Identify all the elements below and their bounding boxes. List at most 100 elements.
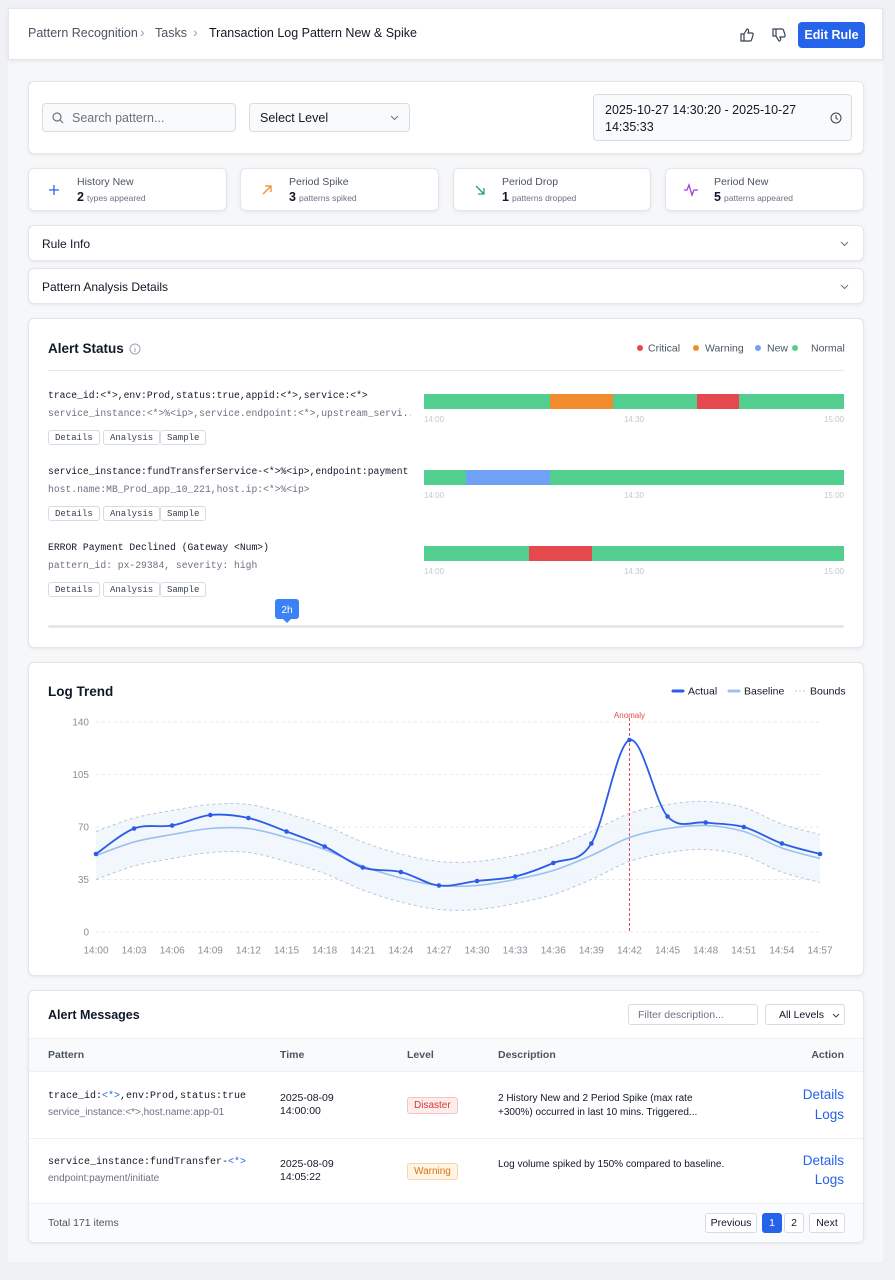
breadcrumb-link[interactable]: Pattern Recognition [28,26,138,40]
timeline-segment [424,546,529,561]
legend-label: Critical [648,343,680,355]
pattern-subtext: pattern_id: px-29384, severity: high [48,560,258,571]
total-items: Total 171 items [48,1217,119,1229]
clock-icon [830,112,842,124]
timeline-segment [592,546,844,561]
level-filter[interactable]: All Levels [765,1004,845,1025]
pattern-action[interactable]: Details [48,582,100,597]
stat-count: 1 [502,190,509,204]
legend-label: Warning [705,343,744,355]
date-range-picker[interactable]: 2025-10-27 14:30:20 - 2025-10-27 14:35:3… [593,94,852,141]
data-point [550,860,556,866]
legend-label: Actual [688,686,717,698]
thumbs-down[interactable] [771,27,787,43]
series-line [95,739,821,887]
x-tick-label: 14:12 [236,946,261,957]
row-action[interactable]: Details [802,1152,844,1168]
series-line [95,824,821,888]
data-point [284,829,289,834]
stat-icon [262,185,272,195]
stat-title: History New [77,176,134,188]
pattern-part: ,env:Prod,status:true [120,1091,247,1102]
x-tick-label: 14:18 [312,946,337,957]
legend-dot [792,345,798,351]
x-tick-label: 14:45 [655,946,680,957]
x-tick-label: 14:15 [274,946,299,957]
page-number[interactable]: 1 [762,1213,782,1233]
range-badge: 2h [281,605,292,616]
pattern-action[interactable]: Sample [160,582,207,597]
search-input[interactable]: Search pattern... [42,103,236,132]
pattern-part: trace_id: [48,1091,103,1102]
page-prev[interactable]: Previous [705,1213,757,1233]
timeline-tick-label: 15:00 [824,415,845,424]
card-title: Log Trend [48,684,114,699]
time-cell: 2025-08-09 [280,1157,334,1170]
y-tick-label: 70 [78,823,90,834]
time-cell: 2025-08-09 [280,1092,334,1104]
chevron [840,241,849,247]
timeline-tick-label: 14:30 [624,491,645,500]
pattern-sub: service_instance:<*>,host.name:app-01 [48,1107,225,1118]
pattern-action[interactable]: Sample [160,506,207,521]
x-tick-label: 14:57 [807,946,832,957]
x-tick-label: 14:42 [617,946,642,957]
thumbs-up[interactable] [739,27,755,43]
pattern-subtext: service_instance:<*>%<ip>,service.endpoi… [48,408,411,419]
pattern-action[interactable]: Sample [160,430,207,445]
column-header: Time [280,1049,305,1061]
timeline-segment [613,394,697,409]
search-placeholder: Search pattern... [72,111,165,125]
time-cell: 14:00:00 [280,1105,321,1117]
x-tick-label: 14:06 [160,946,185,957]
data-point [169,823,175,828]
breadcrumb-link[interactable]: Tasks [155,26,187,40]
header: Pattern Recognition › Tasks › Transactio… [8,8,883,60]
legend-label: Normal [811,343,845,355]
row-action[interactable]: Details [802,1087,844,1102]
stat-note: types appeared [87,193,146,203]
pattern-action[interactable]: Analysis [103,430,161,445]
range-slider-track [48,625,844,628]
pattern-action[interactable]: Details [48,506,100,521]
level-tag: Warning [407,1162,458,1180]
timeline-segment [529,546,592,561]
legend-dot [693,345,699,351]
pattern-action[interactable]: Analysis [103,506,161,521]
x-tick-label: 14:33 [503,946,528,957]
column-header: Level [407,1049,434,1061]
pattern-action[interactable]: Analysis [103,582,161,597]
timeline-tick-label: 14:00 [424,415,445,424]
range-badge-pointer [283,619,291,623]
row-action[interactable]: Logs [814,1106,844,1122]
data-point [436,883,442,888]
y-tick-label: 140 [72,718,89,729]
data-point [589,841,594,846]
card-title: Alert Status [48,341,124,356]
page-number[interactable]: 2 [784,1213,804,1233]
x-tick-label: 14:00 [83,946,108,957]
row-action[interactable]: Logs [814,1172,844,1187]
pattern-text: trace_id:<*>,env:Prod,status:true,appid:… [48,390,368,401]
x-tick-label: 14:48 [693,946,718,957]
breadcrumb-sep: › [193,24,198,40]
pattern-text: ERROR Payment Declined (Gateway <Num>) [48,542,269,553]
column-header: Pattern [48,1049,85,1061]
collapse-panel[interactable]: Pattern Analysis Details [28,268,864,304]
stat-card: Period New 5 patterns appeared [665,168,864,211]
collapse-panel[interactable]: Rule Info [28,225,864,261]
timeline-tick-label: 14:00 [424,567,445,576]
anomaly-label: Anomaly [614,711,645,720]
stat-title: Period Spike [289,176,349,188]
timeline-tick-label: 15:00 [824,567,845,576]
x-tick-label: 14:09 [198,946,223,957]
x-tick-label: 14:30 [465,946,490,957]
data-point [817,851,823,857]
pattern-action[interactable]: Details [48,430,100,445]
filter-placeholder: Filter description... [638,1009,724,1021]
edit-rule-button[interactable]: Edit Rule [798,22,865,48]
page-next[interactable]: Next [809,1213,845,1233]
filter-input[interactable]: Filter description... [628,1004,758,1025]
data-point [208,812,213,818]
level-select[interactable]: Select Level [249,103,410,132]
